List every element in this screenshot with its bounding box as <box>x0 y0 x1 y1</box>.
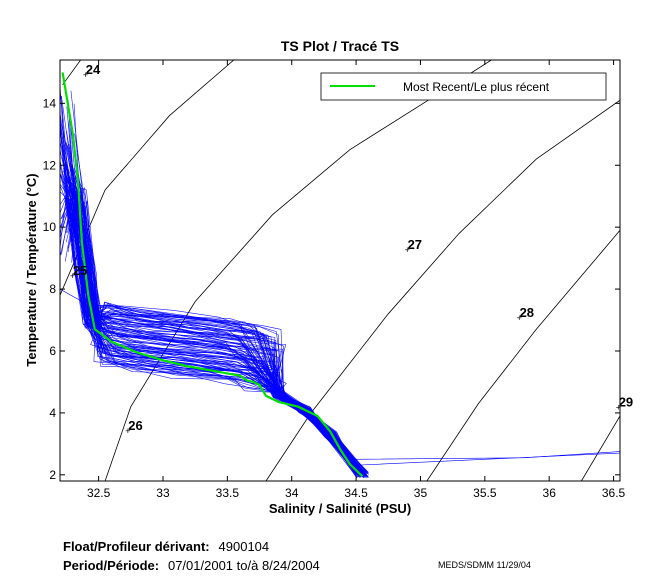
axes-frame <box>59 59 621 482</box>
profile-line <box>63 158 359 475</box>
contour-label-24: 24 <box>86 62 101 77</box>
x-tick-label: 35 <box>414 486 428 500</box>
x-tick-label: 33.5 <box>216 486 240 500</box>
contour-marker-24: + <box>83 70 88 80</box>
agency-stamp: MEDS/SDMM 11/29/04 <box>438 560 531 570</box>
y-axis-label: Temperature / Température (°C) <box>24 173 39 366</box>
contour-label-27: 27 <box>408 237 422 252</box>
profile-line <box>60 184 364 473</box>
x-tick-label: 35.5 <box>473 486 497 500</box>
contour-marker-25: + <box>70 271 75 281</box>
profile-line <box>67 201 367 477</box>
y-tick-label: 12 <box>43 158 57 172</box>
profile-line <box>70 117 366 473</box>
float-id-line: Float/Profileur dérivant: 4900104 <box>63 538 269 556</box>
most-recent-profile <box>61 72 364 478</box>
y-tick-label: 10 <box>43 220 57 234</box>
float-id: 4900104 <box>218 539 270 554</box>
x-tick-label: 33 <box>156 486 170 500</box>
y-tick-label: 6 <box>49 344 56 358</box>
period-label: Period/Période: <box>63 558 160 573</box>
x-tick-label: 34 <box>285 486 299 500</box>
profile-line <box>63 157 357 474</box>
x-tick-label: 34.5 <box>344 486 368 500</box>
contour-label-29: 29 <box>619 395 633 410</box>
legend-entry: Most Recent/Le plus récent <box>403 80 550 94</box>
profile-line <box>67 121 365 478</box>
contour-marker-28: + <box>517 313 522 323</box>
density-contour-28 <box>426 230 620 481</box>
x-tick-label: 32.5 <box>87 486 111 500</box>
contour-marker-29: + <box>616 403 621 413</box>
profile-line <box>73 103 369 475</box>
profile-outlier <box>60 288 112 321</box>
period-value: 07/01/2001 to/à 8/24/2004 <box>167 558 320 573</box>
profile-line <box>60 122 367 475</box>
y-tick-label: 8 <box>49 282 56 296</box>
x-axis-label: Salinity / Salinité (PSU) <box>269 501 411 516</box>
y-tick-label: 14 <box>43 96 57 110</box>
y-tick-label: 4 <box>49 406 56 420</box>
x-tick-label: 36 <box>543 486 557 500</box>
profile-line <box>65 190 359 474</box>
density-contour-29 <box>581 415 620 481</box>
density-contours <box>60 60 620 481</box>
profile-line <box>68 111 366 478</box>
period-line: Period/Période: 07/01/2001 to/à 8/24/200… <box>63 557 320 575</box>
x-tick-label: 36.5 <box>602 486 626 500</box>
profile-outlier <box>349 451 620 460</box>
density-contour-24 <box>62 60 81 86</box>
profile-line <box>67 196 368 473</box>
profile-outlier <box>349 452 620 466</box>
float-label: Float/Profileur dérivant: <box>63 539 210 554</box>
contour-labels: +24+25+26+27+28+29 <box>70 62 633 436</box>
contour-marker-26: + <box>125 426 130 436</box>
contour-label-26: 26 <box>128 418 142 433</box>
contour-marker-27: + <box>405 245 410 255</box>
contour-label-25: 25 <box>73 263 87 278</box>
most-recent-line <box>61 72 364 478</box>
contour-label-28: 28 <box>520 305 534 320</box>
y-tick-label: 2 <box>49 468 56 482</box>
legend: Most Recent/Le plus récent <box>320 72 607 101</box>
chart-title: TS Plot / Tracé TS <box>281 38 399 54</box>
density-contour-27 <box>265 99 620 481</box>
profile-line <box>63 167 368 478</box>
